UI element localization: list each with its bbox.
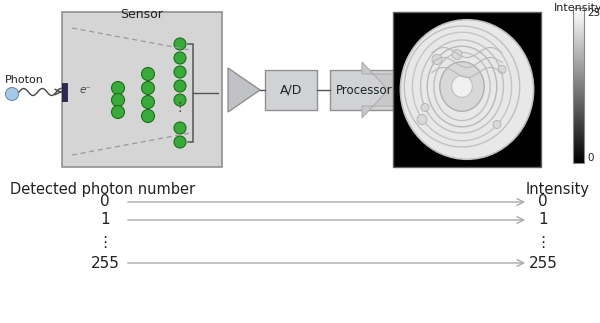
Ellipse shape bbox=[400, 20, 533, 159]
Circle shape bbox=[452, 49, 462, 59]
Circle shape bbox=[417, 114, 427, 124]
Bar bbox=[393, 12, 541, 167]
Circle shape bbox=[174, 52, 186, 64]
Circle shape bbox=[174, 94, 186, 106]
Circle shape bbox=[432, 55, 442, 65]
Circle shape bbox=[174, 122, 186, 134]
Text: e⁻: e⁻ bbox=[80, 85, 92, 95]
Circle shape bbox=[5, 88, 19, 100]
Circle shape bbox=[174, 80, 186, 92]
Polygon shape bbox=[228, 68, 260, 112]
Text: Processor: Processor bbox=[335, 84, 392, 97]
Text: Detected photon number: Detected photon number bbox=[10, 182, 195, 197]
Text: ⋮: ⋮ bbox=[535, 235, 551, 251]
Text: Intensity: Intensity bbox=[554, 3, 600, 13]
Circle shape bbox=[112, 106, 125, 119]
Text: 0: 0 bbox=[538, 194, 548, 210]
Circle shape bbox=[174, 136, 186, 148]
Ellipse shape bbox=[440, 62, 484, 111]
Circle shape bbox=[142, 96, 155, 109]
Bar bbox=[330, 70, 398, 110]
Circle shape bbox=[142, 81, 155, 95]
Text: 255: 255 bbox=[529, 255, 557, 270]
Text: 1: 1 bbox=[538, 213, 548, 227]
Text: 0: 0 bbox=[587, 153, 593, 163]
Circle shape bbox=[174, 66, 186, 78]
Bar bbox=[573, 8, 584, 163]
Circle shape bbox=[112, 93, 125, 107]
Text: Intensity: Intensity bbox=[526, 182, 590, 197]
Bar bbox=[265, 70, 317, 110]
Text: Sensor: Sensor bbox=[121, 8, 163, 21]
Text: ⋮: ⋮ bbox=[174, 100, 186, 113]
Text: 255: 255 bbox=[587, 8, 600, 18]
Circle shape bbox=[174, 38, 186, 50]
Circle shape bbox=[493, 120, 501, 129]
Circle shape bbox=[498, 66, 506, 74]
Circle shape bbox=[421, 103, 429, 111]
Circle shape bbox=[142, 109, 155, 122]
Circle shape bbox=[142, 68, 155, 80]
Ellipse shape bbox=[452, 76, 472, 97]
Polygon shape bbox=[362, 62, 403, 118]
Text: 1: 1 bbox=[100, 213, 110, 227]
Bar bbox=[62, 12, 222, 167]
Text: 0: 0 bbox=[100, 194, 110, 210]
Bar bbox=[62, 83, 67, 101]
Circle shape bbox=[112, 81, 125, 95]
Text: A/D: A/D bbox=[280, 84, 302, 97]
Text: Photon: Photon bbox=[5, 75, 44, 85]
Text: 255: 255 bbox=[91, 255, 119, 270]
Text: ⋮: ⋮ bbox=[97, 235, 113, 251]
